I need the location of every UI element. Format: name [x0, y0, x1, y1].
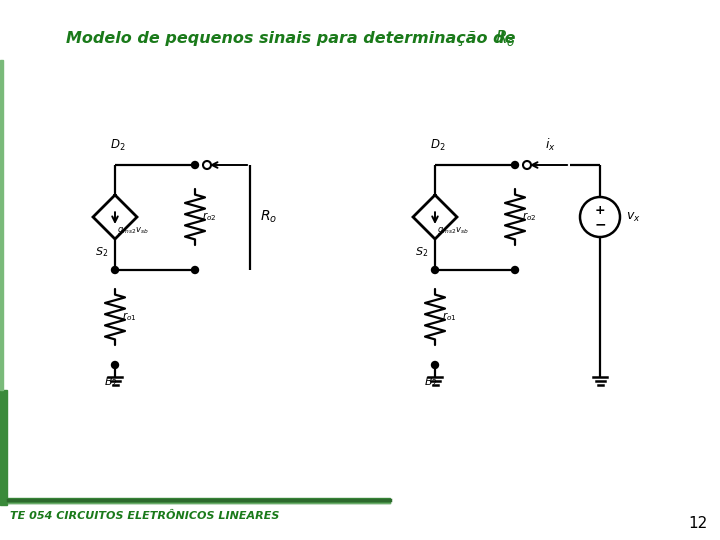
Circle shape	[511, 161, 518, 168]
Text: $g_{ms2}v_{sb}$: $g_{ms2}v_{sb}$	[117, 225, 148, 236]
Circle shape	[192, 267, 199, 273]
Text: $R_o$: $R_o$	[260, 209, 277, 225]
Circle shape	[112, 361, 119, 368]
Text: Modelo de pequenos sinais para determinação de: Modelo de pequenos sinais para determina…	[66, 30, 521, 45]
Text: −: −	[594, 217, 606, 231]
Text: $S_2$: $S_2$	[415, 245, 428, 259]
Text: $S_2$: $S_2$	[95, 245, 108, 259]
Bar	[0, 390, 7, 505]
Circle shape	[511, 267, 518, 273]
Text: $\mathit{R_o}$: $\mathit{R_o}$	[495, 28, 515, 48]
Text: $r_{o1}$: $r_{o1}$	[122, 310, 137, 323]
Text: $i_x$: $i_x$	[544, 137, 555, 153]
Text: $D_2$: $D_2$	[110, 138, 125, 153]
Text: $v_x$: $v_x$	[626, 211, 641, 224]
Text: 12: 12	[689, 516, 708, 531]
Text: $B_2$: $B_2$	[424, 375, 438, 389]
Text: $D_2$: $D_2$	[430, 138, 446, 153]
Text: $g_{ms2}v_{sb}$: $g_{ms2}v_{sb}$	[437, 225, 469, 236]
Circle shape	[112, 267, 119, 273]
Bar	[0, 498, 390, 503]
Text: +: +	[595, 204, 606, 217]
Circle shape	[203, 161, 211, 169]
Circle shape	[192, 161, 199, 168]
Bar	[0, 60, 3, 390]
Text: $r_{o2}$: $r_{o2}$	[522, 211, 536, 224]
Text: TE 054 CIRCUITOS ELETRÔNICOS LINEARES: TE 054 CIRCUITOS ELETRÔNICOS LINEARES	[10, 511, 279, 521]
Circle shape	[431, 267, 438, 273]
Circle shape	[523, 161, 531, 169]
Text: $r_{o1}$: $r_{o1}$	[442, 310, 456, 323]
Circle shape	[431, 361, 438, 368]
Text: $B_2$: $B_2$	[104, 375, 118, 389]
Text: $r_{o2}$: $r_{o2}$	[202, 211, 217, 224]
